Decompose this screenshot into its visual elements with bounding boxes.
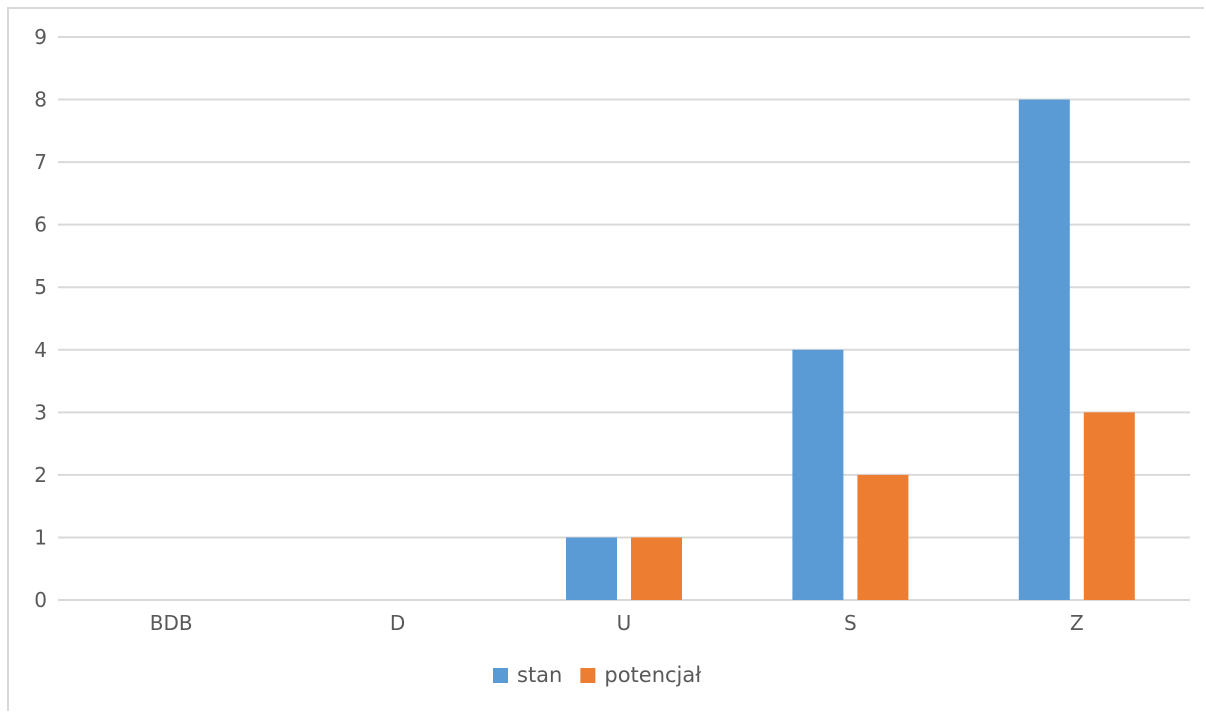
x-tick-label: S: [844, 611, 857, 635]
chart-frame: [7, 7, 1204, 711]
y-tick-label: 0: [34, 588, 47, 612]
bar-potencja-z: [1083, 412, 1135, 600]
legend: stan potencjał: [493, 663, 701, 687]
y-tick-label: 7: [34, 150, 47, 174]
x-axis-ticks: BDB D U S Z: [150, 611, 1084, 635]
y-tick-label: 4: [34, 338, 47, 362]
y-tick-label: 9: [34, 25, 47, 49]
x-tick-label: BDB: [150, 611, 193, 635]
y-tick-label: 3: [34, 400, 47, 424]
bar-potencja-u: [631, 537, 682, 600]
bar-stan-u: [566, 537, 617, 600]
bars: [566, 99, 1135, 601]
x-tick-label: U: [617, 611, 632, 635]
y-tick-label: 2: [34, 463, 47, 487]
y-tick-label: 8: [34, 88, 47, 112]
y-tick-label: 6: [34, 213, 47, 237]
y-axis-ticks: 0 1 2 3 4 5 6 7 8 9: [34, 25, 47, 612]
bar-potencja-s: [857, 474, 909, 600]
x-tick-label: Z: [1070, 611, 1084, 635]
legend-swatch-1: [580, 668, 596, 683]
legend-swatch-0: [493, 668, 508, 683]
x-tick-label: D: [390, 611, 405, 635]
legend-label: stan: [517, 663, 562, 687]
legend-label: potencjał: [604, 663, 701, 687]
bar-stan-s: [792, 349, 844, 600]
gridlines: [58, 36, 1190, 601]
y-tick-label: 5: [34, 275, 47, 299]
bar-stan-z: [1018, 99, 1070, 601]
y-tick-label: 1: [34, 525, 47, 549]
